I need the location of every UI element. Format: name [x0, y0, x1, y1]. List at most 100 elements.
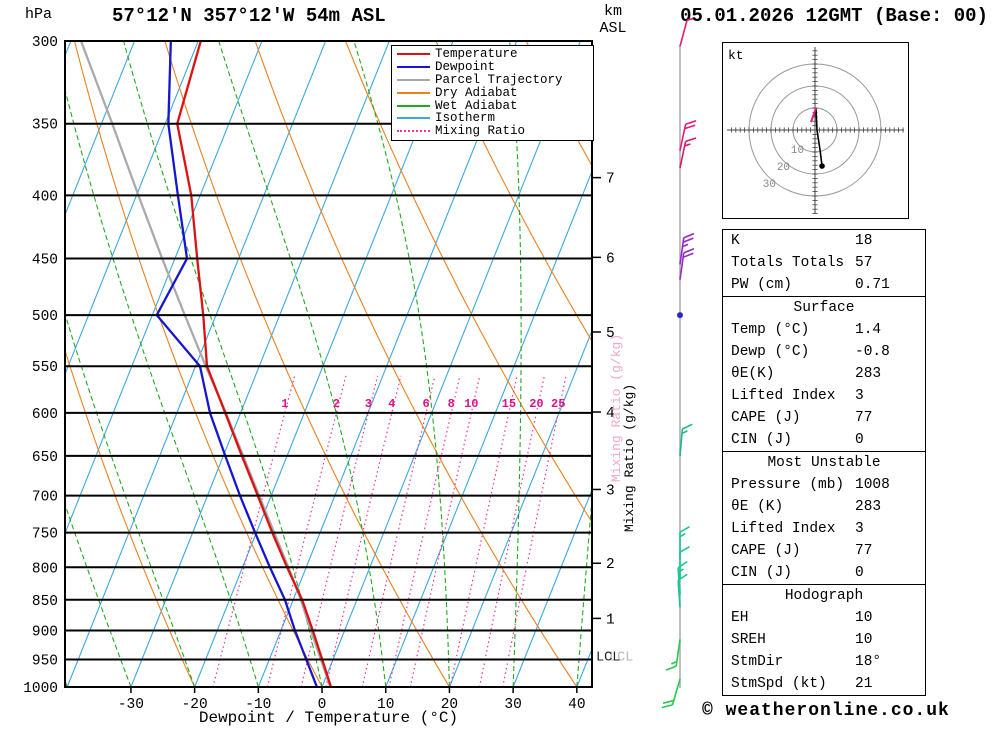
pressure-tick-label: 450	[32, 253, 58, 269]
copyright: © weatheronline.co.uk	[702, 701, 950, 721]
hodograph-trace	[815, 107, 823, 167]
stats-row-label: CIN (J)	[731, 565, 792, 581]
wind-barb	[661, 678, 681, 709]
mixing-ratio-line	[409, 375, 481, 687]
km-tick-label: 5	[606, 326, 615, 342]
stats-row: CAPE (J) 77	[723, 540, 925, 562]
skewt-diagram: 3003504004505005506006507007508008509009…	[23, 17, 715, 727]
wind-barb	[679, 120, 697, 151]
temp-tick-label: 20	[441, 697, 458, 713]
stats-row: CIN (J) 0	[723, 429, 925, 451]
stats-row-label: θE (K)	[731, 499, 784, 515]
stats-row-label: Lifted Index	[731, 521, 836, 537]
stats-row-label: Dewp (°C)	[731, 344, 810, 360]
stats-section: Surface Temp (°C) 1.4 Dewp (°C) -0.8 θE(K) 283…	[722, 296, 926, 452]
km-tick-label: 7	[606, 172, 615, 188]
pressure-tick-label: 600	[32, 407, 58, 423]
mixing-ratio-value-label: 25	[551, 397, 565, 411]
pressure-tick-label: 650	[32, 450, 58, 466]
dry-adiabat-line	[435, 41, 592, 343]
stats-row-label: PW (cm)	[731, 277, 792, 293]
temp-tick-label: 40	[568, 697, 585, 713]
stats-row-value: 283	[855, 366, 882, 382]
legend-swatch-line	[397, 78, 430, 81]
stats-row: StmSpd (kt) 21	[723, 673, 925, 695]
stats-row-label: StmDir	[731, 654, 784, 670]
mixing-ratio-value-label: 4	[388, 397, 395, 411]
mixing-ratio-line	[325, 375, 402, 687]
dry-adiabat-line	[617, 41, 715, 687]
legend-swatch-line	[397, 117, 430, 120]
x-axis-title: Dewpoint / Temperature (°C)	[199, 709, 458, 727]
isotherm-line	[130, 41, 390, 687]
wind-calm-dot	[677, 312, 683, 319]
pressure-tick-label: 400	[32, 189, 58, 205]
hodograph-storm-dot	[819, 163, 825, 169]
wind-barb	[679, 232, 695, 265]
mixing-ratio-line	[449, 375, 518, 687]
mixing-ratio-line	[266, 375, 347, 687]
stats-row-label: θE(K)	[731, 366, 775, 382]
stats-row: EH 10	[723, 607, 925, 629]
pressure-tick-label: 550	[32, 360, 58, 376]
mixing-ratio-line	[478, 375, 545, 687]
km-tick-label: 2	[606, 557, 615, 573]
stats-row-value: 10	[855, 632, 873, 648]
km-tick-label: 3	[606, 483, 615, 499]
pressure-tick-label: 350	[32, 118, 58, 134]
stats-row-value: 3	[855, 388, 864, 404]
mixing-ratio-value-label: 20	[529, 397, 543, 411]
wind-barb	[677, 573, 688, 608]
pressure-tick-label: 950	[32, 653, 58, 669]
stats-row: SREH 10	[723, 629, 925, 651]
mixing-ratio-value-label: 15	[502, 397, 516, 411]
temp-tick-label: -30	[118, 697, 144, 713]
asl-label: ASL	[599, 20, 627, 37]
stats-row-value: 10	[855, 610, 873, 626]
hodograph-ring-label: 30	[763, 179, 776, 191]
mixing-ratio-line	[300, 375, 379, 687]
datetime-title: 05.01.2026 12GMT (Base: 00)	[680, 5, 988, 27]
mixing-ratio-value-label: 6	[422, 397, 429, 411]
legend-swatch-line	[397, 66, 430, 69]
km-tick-label: 6	[606, 251, 615, 267]
legend-item: Temperature	[392, 47, 593, 61]
stats-section: K 18 Totals Totals 57 PW (cm) 0.71	[722, 229, 926, 297]
legend-item-label: Dewpoint	[435, 60, 496, 75]
legend-swatch-line	[397, 91, 430, 94]
station-title: 57°12'N 357°12'W 54m ASL	[112, 5, 386, 27]
mixing-ratio-line	[502, 375, 567, 687]
wind-barb	[679, 137, 697, 169]
wind-barb	[665, 639, 681, 671]
stats-row-value: 0	[855, 432, 864, 448]
pressure-tick-label: 1000	[23, 681, 58, 697]
pressure-tick-label: 800	[32, 561, 58, 577]
stats-row-label: SREH	[731, 632, 766, 648]
stats-row-label: CAPE (J)	[731, 410, 801, 426]
stats-row-value: 0.71	[855, 277, 890, 293]
mixing-axis-label: Mixing Ratio (g/kg)	[622, 384, 637, 532]
hodograph-unit-label: kt	[728, 48, 744, 63]
legend-item: Mixing Ratio	[392, 124, 593, 138]
stats-panel: K 18 Totals Totals 57 PW (cm) 0.71 Surface Temp…	[722, 229, 926, 696]
stats-row-label: Totals Totals	[731, 255, 845, 271]
isotherm-line	[512, 488, 592, 687]
stats-row: CAPE (J) 77	[723, 407, 925, 429]
wet-adiabat-line	[353, 41, 450, 687]
stats-section-header: Hodograph	[784, 588, 864, 604]
legend-swatch-line	[397, 104, 430, 107]
wind-barb	[679, 247, 695, 280]
wind-barb	[679, 17, 693, 47]
stats-row-value: 3	[855, 521, 864, 537]
wet-adiabat-line	[65, 311, 196, 687]
pressure-tick-label: 750	[32, 527, 58, 543]
stats-section: Most Unstable Pressure (mb) 1008 θE (K) 283 L…	[722, 451, 926, 585]
grid-lines	[65, 41, 715, 687]
temp-tick-label: -10	[245, 697, 271, 713]
legend-swatch-line	[397, 130, 430, 133]
stats-row: Pressure (mb) 1008	[723, 474, 925, 496]
temp-tick-label: 30	[504, 697, 521, 713]
mixing-ratio-value-label: 1	[281, 397, 288, 411]
legend-swatch-line	[397, 53, 430, 56]
stats-row-value: 18	[855, 233, 873, 249]
